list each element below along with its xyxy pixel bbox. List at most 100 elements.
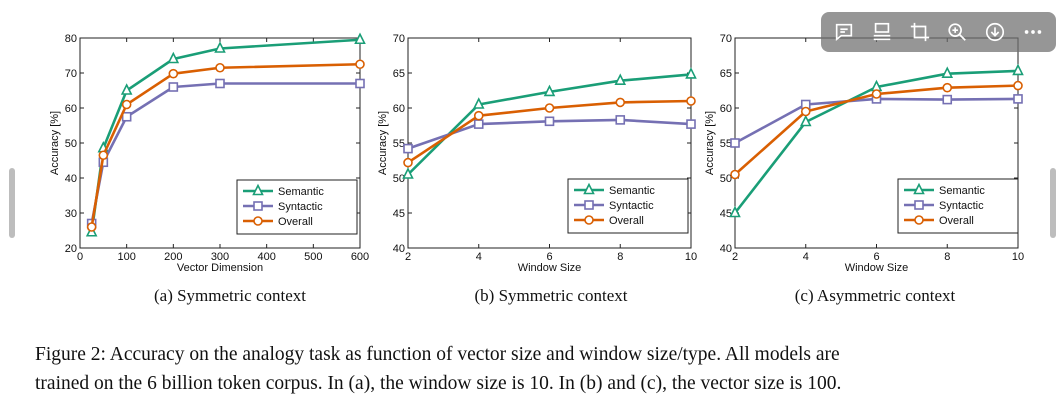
data-point-semantic	[402, 167, 414, 179]
x-tick-label: 600	[351, 251, 369, 263]
data-point-semantic	[729, 205, 741, 218]
x-tick-label: 500	[304, 251, 322, 263]
data-point-overall	[355, 59, 365, 70]
download-icon	[986, 22, 1005, 42]
x-tick-label: 10	[685, 251, 697, 263]
data-point-syntactic	[121, 111, 132, 122]
x-tick-label: 4	[476, 251, 482, 263]
legend-label: Overall	[278, 216, 313, 228]
data-point-overall	[1013, 80, 1023, 91]
data-point-syntactic	[473, 119, 484, 129]
comment-icon	[835, 23, 853, 42]
data-point-overall	[121, 99, 132, 110]
legend-label: Syntactic	[278, 201, 323, 213]
x-tick-label: 10	[1012, 251, 1024, 263]
series-line-overall	[90, 62, 361, 228]
y-tick-label: 65	[393, 68, 405, 80]
data-point-semantic	[354, 32, 366, 45]
legend-marker	[914, 200, 924, 210]
data-point-syntactic	[355, 78, 365, 89]
crop-button[interactable]	[906, 18, 934, 46]
data-point-overall	[215, 62, 225, 73]
y-tick-label: 65	[720, 68, 732, 80]
chart-panel-c: 2 4 6 8 10 40 45 50 55 60 65 70 Window Size Accuracy …	[695, 22, 1035, 284]
data-point-semantic	[214, 41, 226, 53]
data-point-syntactic	[615, 115, 626, 125]
data-point-syntactic	[1013, 94, 1023, 104]
x-tick-label: 6	[546, 251, 552, 263]
crop-icon	[910, 22, 929, 42]
y-axis-title: Accuracy [%]	[49, 111, 61, 175]
caption-line-1: Figure 2: Accuracy on the analogy task a…	[35, 344, 840, 365]
data-point-syntactic	[403, 143, 413, 154]
layout-button[interactable]	[868, 18, 896, 46]
y-tick-label: 60	[65, 103, 77, 115]
subcaption-b: (b) Symmetric context	[474, 286, 628, 305]
chart-panel-b: 2 4 6 8 10 40 45 50 55 60 65 70 Window Size Accuracy …	[368, 22, 708, 284]
data-point-syntactic	[686, 119, 696, 129]
legend-marker	[584, 200, 594, 210]
subcaption-c: (c) Asymmetric context	[794, 286, 956, 305]
y-tick-label: 30	[65, 208, 77, 220]
chart-a: 0 100 200 300 400 500 600 20 30 40 50 60 70 80 Vector …	[49, 32, 369, 274]
legend-label: Overall	[939, 215, 974, 227]
data-point-overall	[615, 97, 626, 108]
caption-line-2: trained on the 6 billion token corpus. I…	[35, 373, 842, 394]
y-tick-label: 70	[720, 33, 732, 45]
y-tick-label: 55	[720, 138, 732, 150]
y-tick-label: 80	[65, 33, 77, 45]
legend-marker	[253, 216, 263, 226]
right-scroll-handle[interactable]	[1050, 168, 1056, 238]
legend-marker	[914, 215, 924, 225]
x-tick-label: 400	[257, 251, 275, 263]
image-toolbar	[821, 12, 1056, 52]
data-point-overall	[403, 157, 413, 168]
y-tick-label: 50	[65, 138, 77, 150]
data-point-syntactic	[544, 116, 555, 127]
data-point-overall	[473, 110, 484, 121]
data-point-overall	[942, 82, 953, 93]
x-tick-label: 300	[211, 251, 229, 263]
x-tick-label: 2	[732, 251, 738, 263]
x-tick-label: 200	[164, 251, 182, 263]
left-scroll-handle[interactable]	[9, 168, 15, 238]
x-tick-label: 8	[617, 251, 623, 263]
x-tick-label: 2	[405, 251, 411, 263]
data-point-overall	[686, 96, 696, 106]
chart-b: 2 4 6 8 10 40 45 50 55 60 65 70 Window Size Accuracy …	[377, 33, 697, 274]
legend-label: Overall	[609, 215, 644, 227]
legend-label: Semantic	[939, 185, 985, 197]
legend-marker	[913, 182, 925, 195]
more-icon	[1024, 30, 1042, 34]
data-point-semantic	[685, 67, 697, 79]
y-tick-label: 40	[393, 243, 405, 255]
data-point-overall	[800, 106, 811, 117]
y-tick-label: 60	[393, 103, 405, 115]
data-point-syntactic	[730, 138, 740, 148]
data-point-overall	[98, 150, 109, 161]
y-tick-label: 55	[393, 138, 405, 150]
data-point-overall	[871, 89, 882, 99]
x-tick-label: 4	[803, 251, 809, 263]
data-point-syntactic	[215, 78, 225, 89]
y-axis-title: Accuracy [%]	[704, 111, 716, 175]
figure-caption: Figure 2: Accuracy on the analogy task a…	[35, 340, 1045, 398]
data-point-overall	[86, 222, 97, 232]
y-tick-label: 70	[393, 33, 405, 45]
data-point-semantic	[799, 114, 812, 127]
legend-marker	[584, 215, 594, 225]
data-point-semantic	[1012, 63, 1024, 76]
y-tick-label: 40	[65, 173, 77, 185]
y-tick-label: 60	[720, 103, 732, 115]
x-axis-title: Window Size	[845, 262, 909, 274]
download-button[interactable]	[981, 18, 1009, 46]
layout-icon	[873, 22, 890, 41]
more-button[interactable]	[1019, 18, 1047, 46]
y-tick-label: 40	[720, 243, 732, 255]
y-axis-title: Accuracy [%]	[377, 111, 389, 175]
comment-button[interactable]	[830, 18, 858, 46]
data-point-semantic	[614, 73, 627, 86]
y-tick-label: 50	[393, 173, 405, 185]
zoom-in-button[interactable]	[943, 18, 971, 46]
x-axis-title: Vector Dimension	[177, 262, 263, 274]
